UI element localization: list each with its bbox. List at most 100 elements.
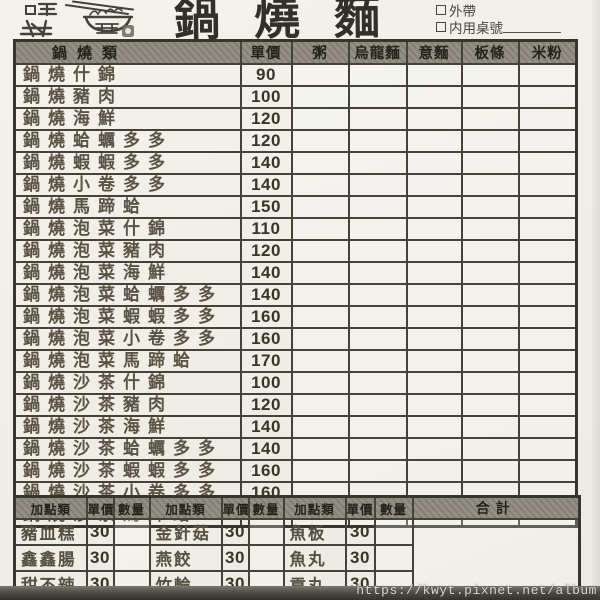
order-cell-flat-noodle[interactable] xyxy=(460,261,520,285)
order-cell-congee[interactable] xyxy=(290,239,350,263)
order-cell-yi-noodle[interactable] xyxy=(405,173,463,197)
order-cell-rice-vermicelli[interactable] xyxy=(517,107,578,131)
order-cell-congee[interactable] xyxy=(290,415,350,439)
order-cell-rice-vermicelli[interactable] xyxy=(517,393,578,417)
order-cell-flat-noodle[interactable] xyxy=(460,173,520,197)
order-cell-congee[interactable] xyxy=(290,327,350,351)
order-cell-udon[interactable] xyxy=(347,151,408,175)
order-cell-flat-noodle[interactable] xyxy=(460,371,520,395)
order-cell-congee[interactable] xyxy=(290,151,350,175)
order-cell-rice-vermicelli[interactable] xyxy=(517,217,578,241)
order-cell-udon[interactable] xyxy=(347,85,408,109)
order-cell-rice-vermicelli[interactable] xyxy=(517,371,578,395)
order-cell-flat-noodle[interactable] xyxy=(460,459,520,483)
order-cell-yi-noodle[interactable] xyxy=(405,195,463,219)
order-cell-congee[interactable] xyxy=(290,261,350,285)
order-cell-congee[interactable] xyxy=(290,63,350,87)
addon-qty-cell[interactable] xyxy=(112,518,151,546)
order-cell-rice-vermicelli[interactable] xyxy=(517,261,578,285)
order-cell-flat-noodle[interactable] xyxy=(460,217,520,241)
order-cell-congee[interactable] xyxy=(290,393,350,417)
order-cell-udon[interactable] xyxy=(347,173,408,197)
order-cell-udon[interactable] xyxy=(347,195,408,219)
order-cell-yi-noodle[interactable] xyxy=(405,459,463,483)
order-cell-udon[interactable] xyxy=(347,107,408,131)
order-cell-yi-noodle[interactable] xyxy=(405,217,463,241)
order-cell-flat-noodle[interactable] xyxy=(460,151,520,175)
order-cell-congee[interactable] xyxy=(290,217,350,241)
order-cell-rice-vermicelli[interactable] xyxy=(517,151,578,175)
order-cell-udon[interactable] xyxy=(347,393,408,417)
addon-qty-cell[interactable] xyxy=(247,518,285,546)
order-cell-congee[interactable] xyxy=(290,283,350,307)
order-cell-yi-noodle[interactable] xyxy=(405,239,463,263)
order-cell-yi-noodle[interactable] xyxy=(405,415,463,439)
order-cell-rice-vermicelli[interactable] xyxy=(517,195,578,219)
order-cell-flat-noodle[interactable] xyxy=(460,327,520,351)
order-cell-flat-noodle[interactable] xyxy=(460,63,520,87)
table-number-blank[interactable] xyxy=(503,21,561,33)
order-cell-yi-noodle[interactable] xyxy=(405,305,463,329)
order-cell-congee[interactable] xyxy=(290,371,350,395)
order-cell-udon[interactable] xyxy=(347,459,408,483)
order-cell-congee[interactable] xyxy=(290,173,350,197)
order-cell-rice-vermicelli[interactable] xyxy=(517,63,578,87)
addon-qty-cell[interactable] xyxy=(373,518,414,546)
order-cell-rice-vermicelli[interactable] xyxy=(517,129,578,153)
order-cell-yi-noodle[interactable] xyxy=(405,129,463,153)
order-cell-flat-noodle[interactable] xyxy=(460,393,520,417)
order-cell-flat-noodle[interactable] xyxy=(460,283,520,307)
order-cell-udon[interactable] xyxy=(347,283,408,307)
order-cell-udon[interactable] xyxy=(347,63,408,87)
order-cell-flat-noodle[interactable] xyxy=(460,195,520,219)
order-cell-congee[interactable] xyxy=(290,349,350,373)
order-cell-yi-noodle[interactable] xyxy=(405,63,463,87)
order-cell-yi-noodle[interactable] xyxy=(405,349,463,373)
order-cell-rice-vermicelli[interactable] xyxy=(517,85,578,109)
order-cell-congee[interactable] xyxy=(290,85,350,109)
order-cell-flat-noodle[interactable] xyxy=(460,305,520,329)
dine-in-checkbox[interactable] xyxy=(436,22,446,32)
order-cell-udon[interactable] xyxy=(347,349,408,373)
order-cell-rice-vermicelli[interactable] xyxy=(517,305,578,329)
order-cell-flat-noodle[interactable] xyxy=(460,85,520,109)
order-cell-rice-vermicelli[interactable] xyxy=(517,239,578,263)
order-cell-congee[interactable] xyxy=(290,129,350,153)
order-cell-rice-vermicelli[interactable] xyxy=(517,437,578,461)
order-cell-flat-noodle[interactable] xyxy=(460,415,520,439)
order-cell-flat-noodle[interactable] xyxy=(460,349,520,373)
order-cell-yi-noodle[interactable] xyxy=(405,107,463,131)
order-cell-yi-noodle[interactable] xyxy=(405,371,463,395)
order-cell-udon[interactable] xyxy=(347,371,408,395)
order-cell-rice-vermicelli[interactable] xyxy=(517,415,578,439)
order-cell-rice-vermicelli[interactable] xyxy=(517,459,578,483)
order-cell-yi-noodle[interactable] xyxy=(405,393,463,417)
order-cell-udon[interactable] xyxy=(347,239,408,263)
order-cell-rice-vermicelli[interactable] xyxy=(517,283,578,307)
order-cell-udon[interactable] xyxy=(347,437,408,461)
order-cell-flat-noodle[interactable] xyxy=(460,129,520,153)
order-cell-rice-vermicelli[interactable] xyxy=(517,349,578,373)
order-cell-congee[interactable] xyxy=(290,195,350,219)
order-cell-udon[interactable] xyxy=(347,327,408,351)
takeout-checkbox[interactable] xyxy=(436,5,446,15)
order-cell-congee[interactable] xyxy=(290,107,350,131)
order-cell-yi-noodle[interactable] xyxy=(405,437,463,461)
order-cell-yi-noodle[interactable] xyxy=(405,151,463,175)
order-cell-yi-noodle[interactable] xyxy=(405,283,463,307)
order-cell-udon[interactable] xyxy=(347,261,408,285)
order-cell-congee[interactable] xyxy=(290,305,350,329)
order-cell-udon[interactable] xyxy=(347,415,408,439)
order-cell-yi-noodle[interactable] xyxy=(405,85,463,109)
order-cell-yi-noodle[interactable] xyxy=(405,261,463,285)
order-cell-rice-vermicelli[interactable] xyxy=(517,173,578,197)
order-cell-yi-noodle[interactable] xyxy=(405,327,463,351)
order-cell-udon[interactable] xyxy=(347,217,408,241)
order-cell-flat-noodle[interactable] xyxy=(460,239,520,263)
order-cell-udon[interactable] xyxy=(347,129,408,153)
order-cell-rice-vermicelli[interactable] xyxy=(517,327,578,351)
addon-qty-cell[interactable] xyxy=(247,544,285,572)
order-cell-congee[interactable] xyxy=(290,437,350,461)
order-cell-udon[interactable] xyxy=(347,305,408,329)
addon-qty-cell[interactable] xyxy=(373,544,414,572)
